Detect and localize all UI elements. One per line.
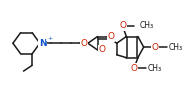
Text: O: O [152, 43, 159, 52]
Text: O: O [119, 21, 126, 30]
Text: N: N [39, 39, 46, 48]
Text: O: O [131, 64, 138, 73]
Text: O: O [108, 32, 114, 41]
Text: O: O [81, 39, 88, 48]
Text: CH₃: CH₃ [147, 64, 162, 73]
Text: O: O [99, 45, 106, 54]
Text: +: + [47, 36, 52, 41]
Text: CH₃: CH₃ [169, 43, 183, 52]
Text: CH₃: CH₃ [140, 21, 154, 30]
